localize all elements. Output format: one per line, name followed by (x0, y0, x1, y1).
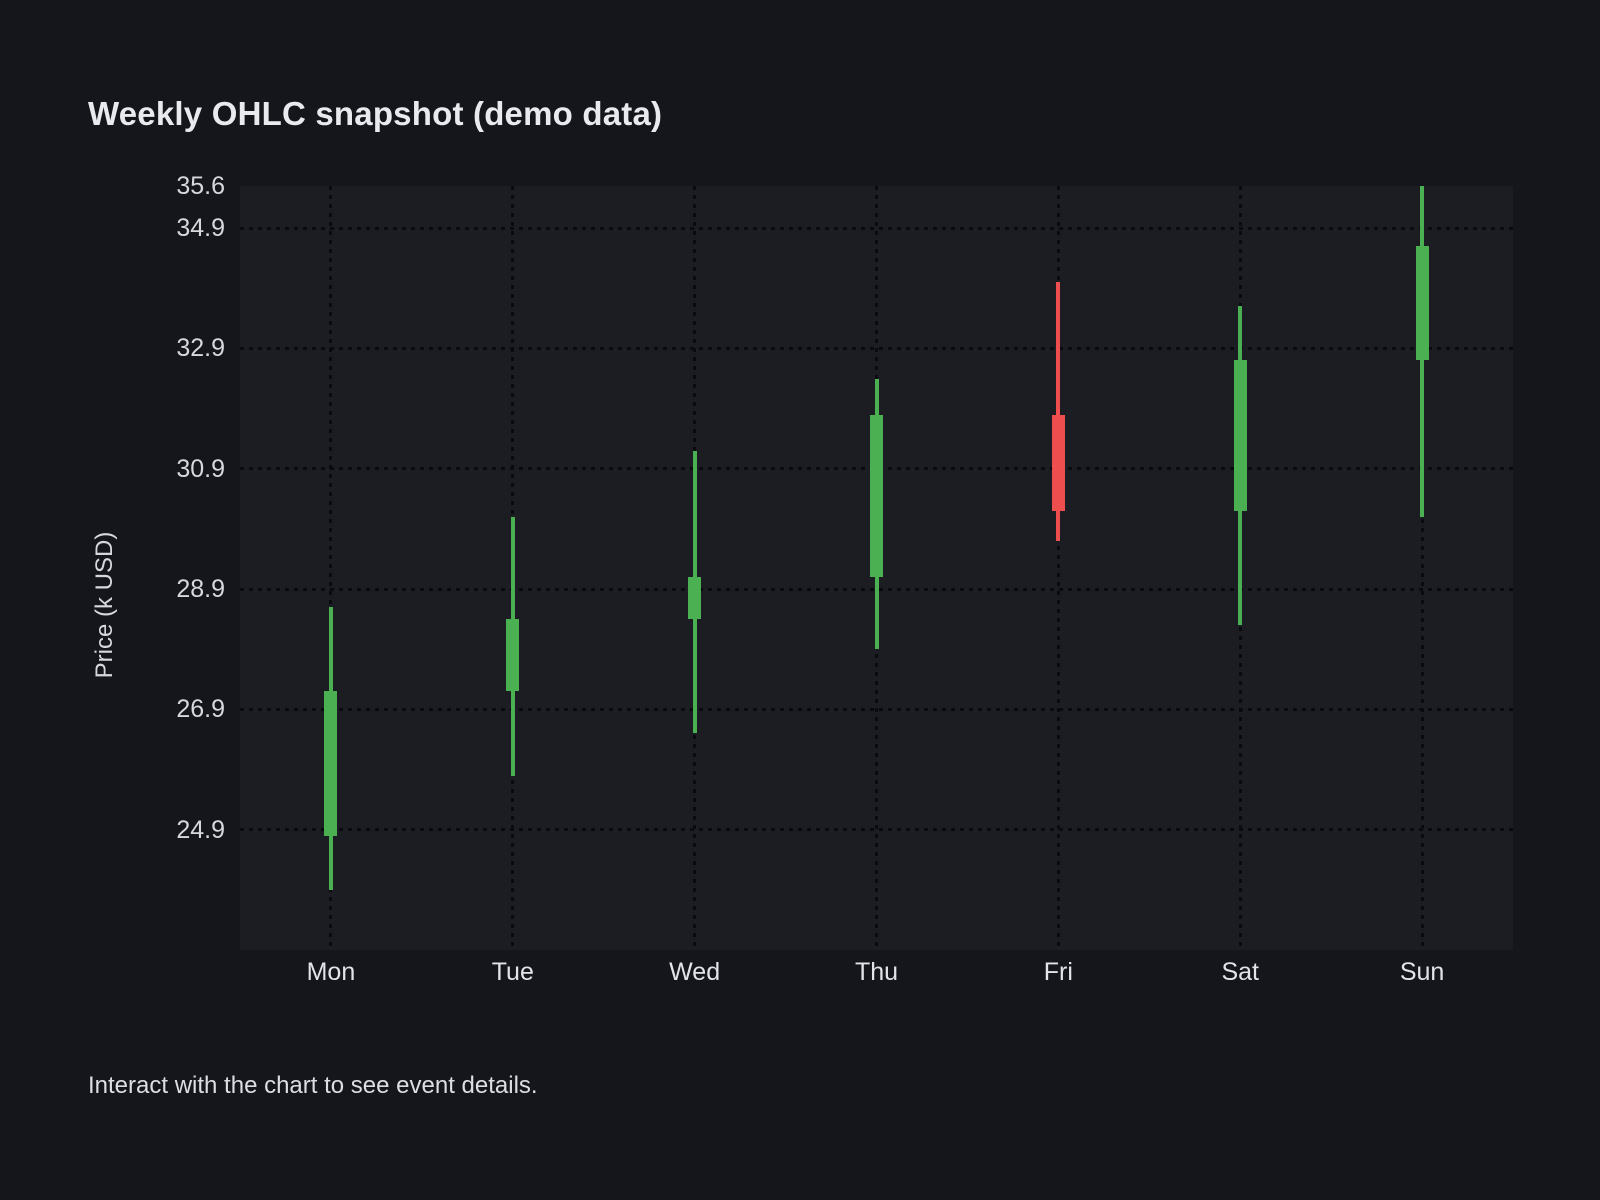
y-tick-label: 35.6 (176, 172, 225, 200)
y-tick-label: 28.9 (176, 575, 225, 604)
chart-title: Weekly OHLC snapshot (demo data) (88, 95, 663, 132)
candle-body-sat[interactable] (1233, 360, 1247, 511)
y-axis-title: Price (k USD) (91, 531, 118, 679)
y-tick-label: 26.9 (176, 695, 225, 724)
candle-body-fri[interactable] (1051, 414, 1065, 511)
candle-body-sun[interactable] (1415, 246, 1429, 361)
gridline-v (329, 186, 333, 950)
x-tick-label-mon: Mon (306, 958, 356, 986)
candle-wick-fri[interactable] (1056, 282, 1061, 541)
x-tick-label-fri: Fri (1043, 958, 1073, 986)
y-tick-label: 24.9 (176, 815, 225, 844)
x-tick-label-thu: Thu (854, 958, 899, 986)
y-tick-label: 34.9 (176, 214, 225, 243)
y-tick-label: 32.9 (176, 334, 225, 363)
candle-body-tue[interactable] (506, 619, 520, 692)
gridline-v (1056, 186, 1060, 950)
candle-body-thu[interactable] (870, 414, 883, 578)
candle-body-wed[interactable] (688, 577, 702, 620)
gridline-v (1420, 186, 1424, 950)
y-tick-label: 30.9 (176, 454, 225, 483)
x-tick-label-sat: Sat (1221, 958, 1259, 986)
plot-area[interactable] (240, 186, 1513, 950)
x-tick-label-tue: Tue (491, 958, 534, 986)
x-tick-label-sun: Sun (1399, 958, 1445, 986)
candle-body-mon[interactable] (324, 691, 338, 836)
x-tick-label-wed: Wed (669, 958, 721, 986)
footer-note: Interact with the chart to see event det… (88, 1072, 538, 1099)
